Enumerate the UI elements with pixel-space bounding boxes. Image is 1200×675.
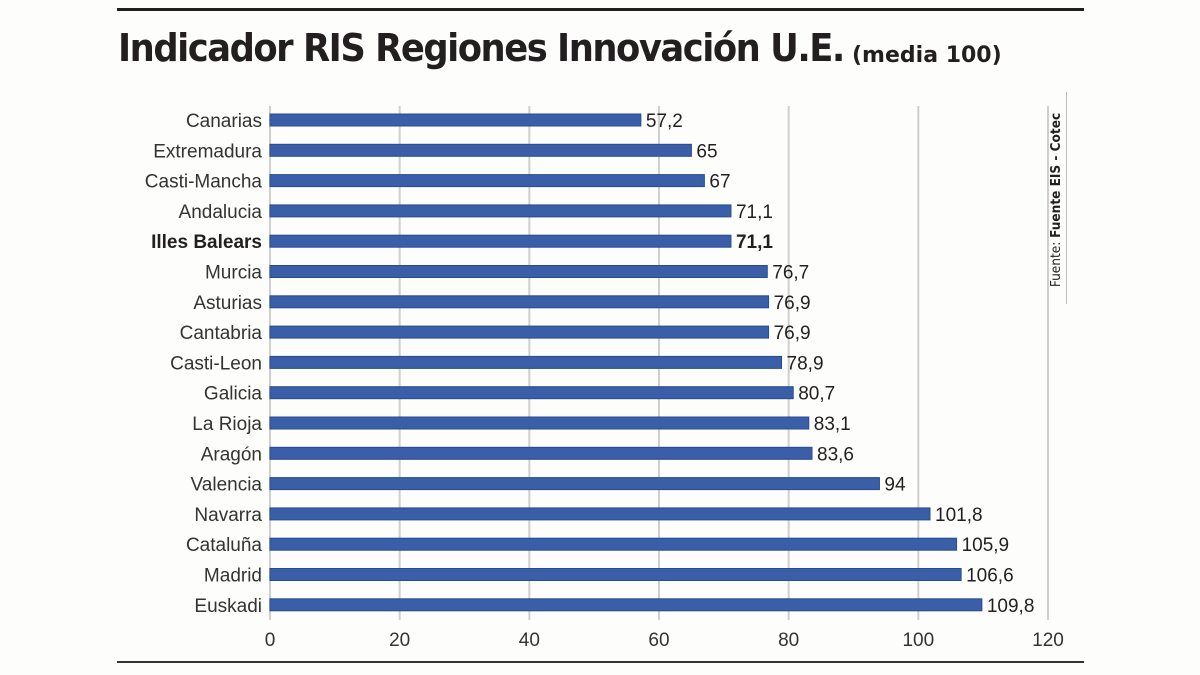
x-tick-label: 120	[1032, 630, 1064, 651]
x-axis-ticks: 0 20 40 60 80 100 120	[265, 630, 1064, 651]
category-label: Valencia	[191, 475, 263, 496]
value-label: 65	[696, 141, 717, 162]
category-label: Cataluña	[186, 535, 262, 556]
category-label: Euskadi	[194, 596, 262, 617]
value-label: 76,7	[772, 263, 809, 284]
bar-andalucia	[269, 204, 732, 218]
value-label: 94	[884, 475, 906, 496]
value-label: 105,9	[962, 535, 1010, 556]
category-label: Casti-Mancha	[145, 172, 263, 193]
value-labels: 57,2 65 67 71,1 71,1 76,7 76,9 76,9 78,9 80,7 83,1…	[646, 111, 1035, 617]
category-label: Canarias	[186, 111, 262, 132]
x-tick-label: 100	[902, 630, 934, 651]
x-tick-label: 80	[778, 630, 799, 651]
bar-madrid	[269, 568, 962, 581]
category-label: Casti-Leon	[170, 353, 262, 374]
bar-illes-balears	[269, 234, 732, 248]
bar-valencia	[269, 477, 880, 491]
bar-galicia	[269, 386, 794, 400]
value-label: 80,7	[798, 384, 835, 405]
x-tick-label: 40	[519, 630, 540, 651]
bar-canarias	[269, 113, 642, 127]
bottom-rule	[117, 661, 1084, 663]
value-label: 83,1	[814, 414, 851, 435]
category-label: Asturias	[193, 293, 262, 314]
chart-title-main: Indicador RIS Regiones Innovación U.E.	[118, 26, 845, 70]
bar-arag-n	[269, 446, 813, 460]
category-label: Illes Balears	[151, 232, 262, 253]
x-tick-label: 20	[389, 630, 410, 651]
category-label: Navarra	[194, 505, 262, 526]
bar-la-rioja	[269, 416, 810, 430]
bar-cantabria	[269, 325, 770, 339]
bar-casti-leon	[269, 355, 783, 369]
value-label: 78,9	[787, 353, 824, 374]
category-label: Galicia	[204, 384, 263, 405]
value-label: 76,9	[774, 293, 811, 314]
x-tick-label: 60	[648, 630, 669, 651]
bars	[269, 113, 983, 612]
category-label: La Rioja	[192, 414, 262, 435]
top-rule	[117, 8, 1084, 11]
chart-title-sub: (media 100)	[852, 43, 1002, 68]
value-label: 71,1	[736, 232, 773, 253]
category-label: Madrid	[204, 566, 262, 587]
bar-euskadi	[269, 598, 983, 612]
value-label: 83,6	[817, 444, 854, 465]
category-label: Aragón	[201, 444, 262, 465]
chart-title: Indicador RIS Regiones Innovación U.E.	[118, 26, 899, 70]
category-labels: Canarias Extremadura Casti-Mancha Andalucia…	[145, 111, 263, 617]
bar-murcia	[269, 265, 768, 278]
value-label: 76,9	[774, 323, 811, 344]
value-label: 106,6	[966, 566, 1014, 587]
category-label: Murcia	[205, 263, 262, 284]
value-label: 67	[709, 172, 730, 193]
value-label: 71,1	[736, 202, 773, 223]
category-label: Andalucia	[179, 202, 263, 223]
bar-catalu-a	[269, 537, 958, 551]
bar-asturias	[269, 295, 770, 309]
category-label: Extremadura	[153, 141, 262, 162]
bar-extremadura	[269, 143, 692, 157]
value-label: 57,2	[646, 111, 683, 132]
value-label: 109,8	[987, 596, 1035, 617]
bar-casti-mancha	[269, 174, 705, 188]
category-label: Cantabria	[180, 323, 263, 344]
bar-navarra	[269, 507, 931, 521]
value-label: 101,8	[935, 505, 983, 526]
source-divider	[1066, 92, 1067, 304]
x-tick-label: 0	[265, 630, 276, 651]
